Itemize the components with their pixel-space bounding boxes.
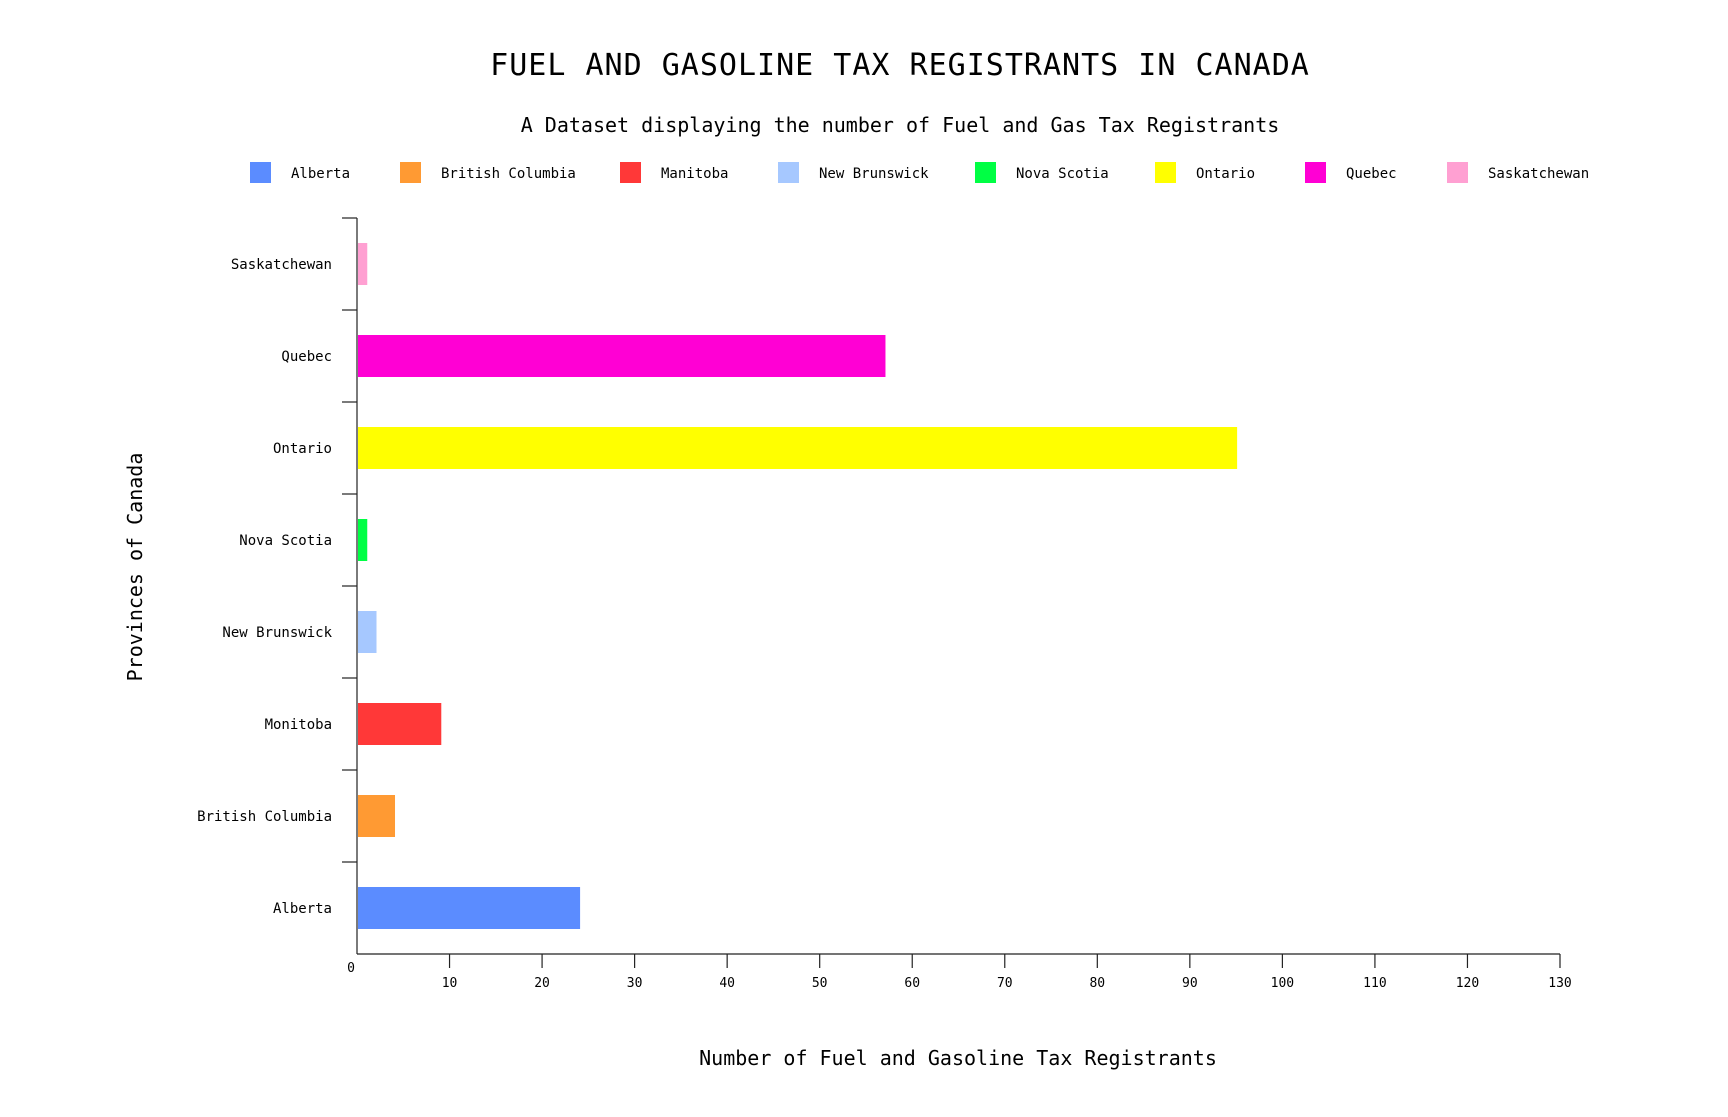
bar-alberta bbox=[358, 887, 581, 929]
chart-subtitle: A Dataset displaying the number of Fuel … bbox=[521, 113, 1280, 137]
category-labels: Alberta British Columbia Monitoba New Bruns… bbox=[197, 217, 357, 917]
legend: Alberta British Columbia Manitoba New Bruns… bbox=[250, 162, 1589, 183]
x-tick-label-30: 30 bbox=[627, 976, 643, 991]
bar-new-brunswick bbox=[358, 611, 377, 653]
chart-title: FUEL AND GASOLINE TAX REGISTRANTS IN CAN… bbox=[490, 48, 1310, 83]
y-tick-label-monitoba: Monitoba bbox=[265, 717, 332, 733]
bar-nova-scotia bbox=[358, 519, 368, 561]
y-tick-label-saskatchewan: Saskatchewan bbox=[231, 257, 332, 273]
y-tick-label-british-columbia: British Columbia bbox=[197, 809, 332, 825]
bar-monitoba bbox=[358, 703, 442, 745]
x-tick-label-130: 130 bbox=[1548, 976, 1571, 991]
y-tick-label-alberta: Alberta bbox=[273, 901, 332, 917]
x-tick-label-20: 20 bbox=[534, 976, 550, 991]
y-tick-label-nova-scotia: Nova Scotia bbox=[239, 533, 332, 549]
y-tick-label-quebec: Quebec bbox=[281, 349, 332, 365]
legend-swatch-ontario bbox=[1155, 162, 1176, 183]
legend-label-new-brunswick: New Brunswick bbox=[819, 166, 929, 182]
legend-label-british-columbia: British Columbia bbox=[441, 166, 576, 182]
x-tick-label-70: 70 bbox=[997, 976, 1013, 991]
x-tick-label-120: 120 bbox=[1456, 976, 1479, 991]
legend-label-manitoba: Manitoba bbox=[661, 166, 728, 182]
x-tick-label-10: 10 bbox=[442, 976, 458, 991]
legend-label-alberta: Alberta bbox=[291, 166, 350, 182]
x-tick-label-100: 100 bbox=[1271, 976, 1294, 991]
legend-label-nova-scotia: Nova Scotia bbox=[1016, 166, 1109, 182]
x-tick-label-0: 0 bbox=[347, 961, 355, 976]
legend-swatch-saskatchewan bbox=[1447, 162, 1468, 183]
x-tick-label-50: 50 bbox=[812, 976, 828, 991]
x-tick-label-60: 60 bbox=[904, 976, 920, 991]
bar-british-columbia bbox=[358, 795, 396, 837]
legend-swatch-british-columbia bbox=[400, 162, 421, 183]
legend-swatch-quebec bbox=[1305, 162, 1326, 183]
x-tick-label-40: 40 bbox=[719, 976, 735, 991]
x-axis-ticks: 0 10 20 30 40 50 60 70 80 90 100 110 120 130 bbox=[347, 954, 1572, 991]
legend-label-ontario: Ontario bbox=[1196, 166, 1255, 182]
y-axis-title: Provinces of Canada bbox=[123, 453, 147, 682]
bar-quebec bbox=[358, 335, 886, 377]
y-tick-label-new-brunswick: New Brunswick bbox=[222, 625, 332, 641]
bars-group bbox=[358, 243, 1238, 929]
legend-swatch-new-brunswick bbox=[778, 162, 799, 183]
x-tick-label-90: 90 bbox=[1182, 976, 1198, 991]
x-tick-label-110: 110 bbox=[1363, 976, 1386, 991]
y-tick-label-ontario: Ontario bbox=[273, 441, 332, 457]
bar-ontario bbox=[358, 427, 1238, 469]
legend-label-saskatchewan: Saskatchewan bbox=[1488, 166, 1589, 182]
bar-saskatchewan bbox=[358, 243, 368, 285]
legend-swatch-manitoba bbox=[620, 162, 641, 183]
legend-label-quebec: Quebec bbox=[1346, 166, 1397, 182]
legend-swatch-nova-scotia bbox=[975, 162, 996, 183]
x-tick-label-80: 80 bbox=[1089, 976, 1105, 991]
x-axis-title: Number of Fuel and Gasoline Tax Registra… bbox=[699, 1046, 1217, 1070]
legend-swatch-alberta bbox=[250, 162, 271, 183]
